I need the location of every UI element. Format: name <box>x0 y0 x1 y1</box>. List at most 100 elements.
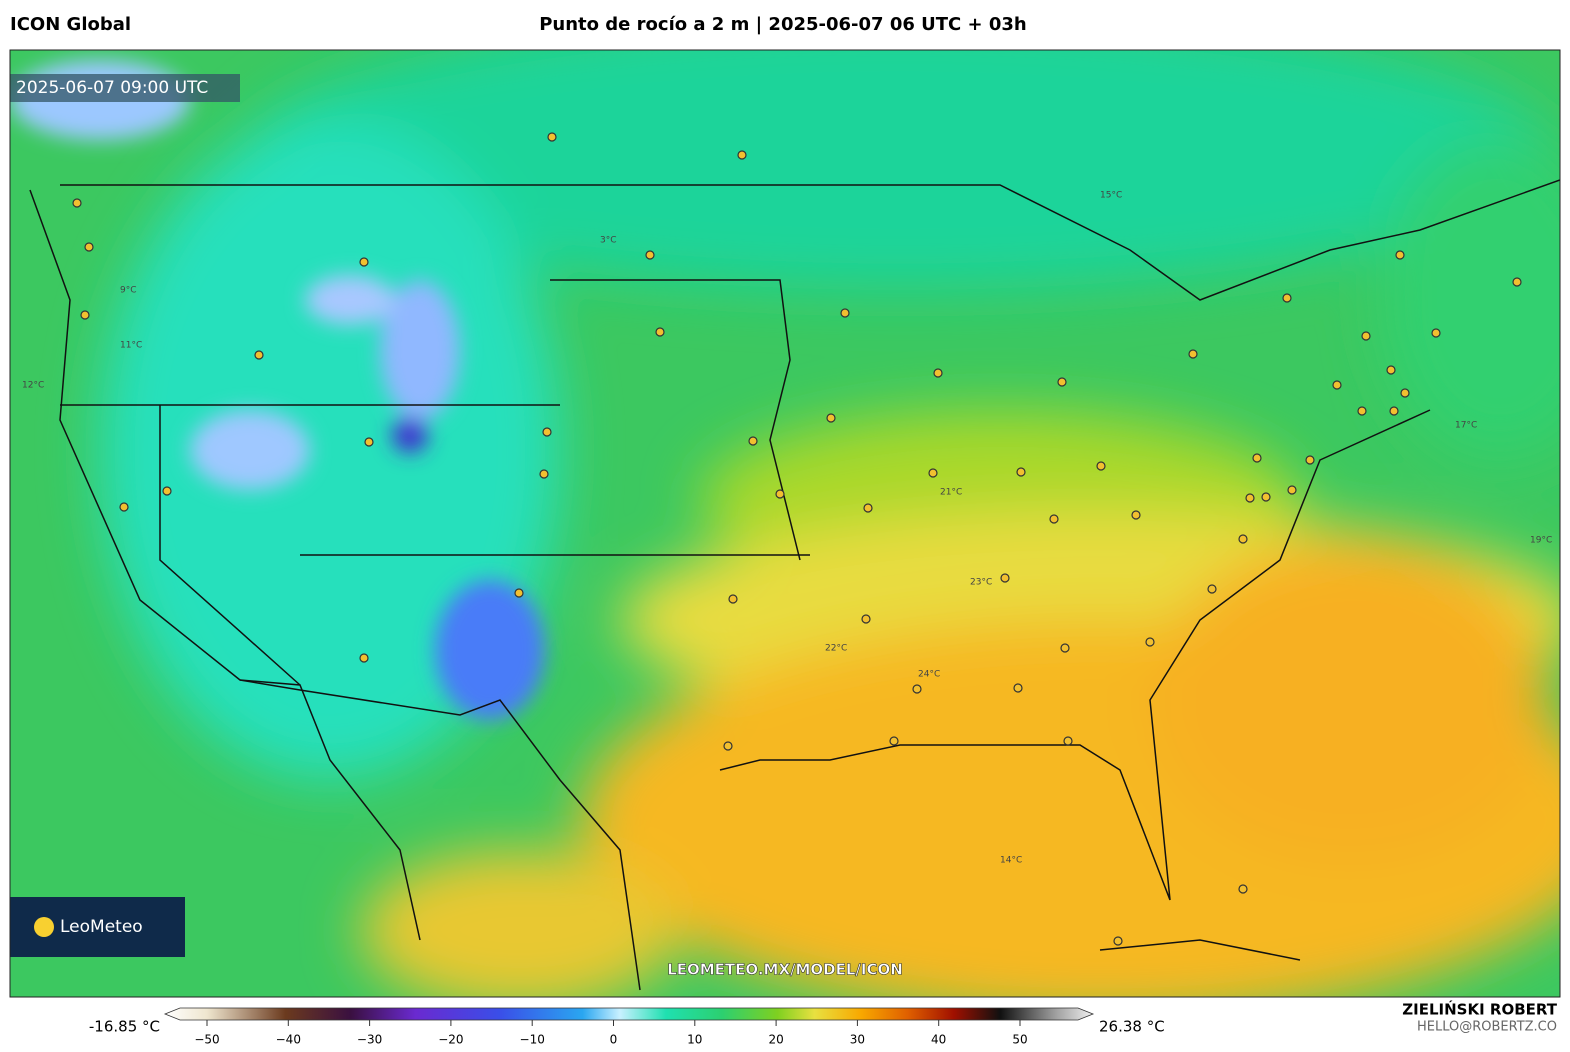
city-marker <box>1395 250 1405 260</box>
contour-label: 3°C <box>600 236 617 246</box>
contour-label: 14°C <box>1000 856 1022 866</box>
colorbar-tick-label: 10 <box>687 1033 702 1047</box>
city-marker <box>861 614 871 624</box>
city-marker <box>728 594 738 604</box>
model-name: ICON Global <box>10 14 131 35</box>
city-marker <box>80 310 90 320</box>
colorbar-tick-label: 40 <box>931 1033 946 1047</box>
field <box>100 50 1560 997</box>
city-marker <box>1261 492 1271 502</box>
contour-label: 23°C <box>970 578 992 588</box>
city-marker <box>1063 736 1073 746</box>
city-marker <box>1389 406 1399 416</box>
city-marker <box>1207 584 1217 594</box>
city-marker <box>1431 328 1441 338</box>
contour-label: 9°C <box>120 286 137 296</box>
city-marker <box>1245 493 1255 503</box>
colorbar-tick-label: 0 <box>610 1033 618 1047</box>
contour-label: 19°C <box>1530 536 1552 546</box>
city-marker <box>737 150 747 160</box>
colorbar <box>163 1007 1095 1021</box>
colorbar-tick-label: 20 <box>768 1033 783 1047</box>
time-box <box>10 74 240 102</box>
city-marker <box>539 469 549 479</box>
city-marker <box>1357 406 1367 416</box>
city-marker <box>1131 510 1141 520</box>
city-marker <box>1113 936 1123 946</box>
city-marker <box>1057 377 1067 387</box>
city-marker <box>72 198 82 208</box>
city-marker <box>1252 453 1262 463</box>
city-marker <box>840 308 850 318</box>
city-marker <box>84 242 94 252</box>
city-marker <box>1145 637 1155 647</box>
contour-label: 21°C <box>940 488 962 498</box>
colorbar-tick-label: −50 <box>194 1033 219 1047</box>
contour-label: 11°C <box>120 341 142 351</box>
city-marker <box>1060 643 1070 653</box>
city-marker <box>655 327 665 337</box>
contour-label: 15°C <box>1100 191 1122 201</box>
city-marker <box>1013 683 1023 693</box>
city-marker <box>547 132 557 142</box>
map-title: Punto de rocío a 2 m | 2025-06-07 06 UTC… <box>539 14 1027 35</box>
city-marker <box>542 427 552 437</box>
author-name: ZIELIŃSKI ROBERT <box>1402 1000 1557 1019</box>
city-marker <box>1238 534 1248 544</box>
city-marker <box>723 741 733 751</box>
city-marker <box>1305 455 1315 465</box>
map: 11°C 12°C 9°C 3°C 15°C 21°C 23°C 22°C 24°C 14°C 17… <box>10 50 1560 997</box>
logo-sun <box>34 917 54 937</box>
city-marker <box>748 436 758 446</box>
city-marker <box>1282 293 1292 303</box>
city-marker <box>1049 514 1059 524</box>
city-marker <box>1332 380 1342 390</box>
colorbar-tick-label: −20 <box>438 1033 463 1047</box>
map-frame <box>9 49 1561 998</box>
city-marker <box>1188 349 1198 359</box>
borders <box>29 179 1560 991</box>
colorbar-tick-label: 30 <box>850 1033 865 1047</box>
colorbar-tick-label: 50 <box>1012 1033 1027 1047</box>
city-marker <box>359 653 369 663</box>
city-marker <box>1016 467 1026 477</box>
valid-time: 2025-06-07 09:00 UTC <box>16 78 208 98</box>
city-marker <box>889 736 899 746</box>
city-marker <box>863 503 873 513</box>
min-label: -16.85 °C <box>89 1018 160 1036</box>
city-marker <box>928 468 938 478</box>
city-marker <box>359 257 369 267</box>
city-marker <box>1361 331 1371 341</box>
contour-label: 12°C <box>22 381 44 391</box>
logo-text: LeoMeteo <box>60 917 143 937</box>
colorbar-tick-label: −40 <box>276 1033 301 1047</box>
city-marker <box>1386 365 1396 375</box>
contour-labels: 11°C 12°C 9°C 3°C 15°C 21°C 23°C 22°C 24°C 14°C 17… <box>22 191 1552 866</box>
contour-label: 17°C <box>1455 421 1477 431</box>
city-marker <box>1400 388 1410 398</box>
cities <box>72 132 1522 946</box>
city-marker <box>912 684 922 694</box>
author-email: HELLO@ROBERTZ.CO <box>1417 1020 1557 1035</box>
city-marker <box>1287 485 1297 495</box>
colorbar-tick-label: −10 <box>520 1033 545 1047</box>
city-marker <box>1512 277 1522 287</box>
city-marker <box>1238 884 1248 894</box>
city-marker <box>933 368 943 378</box>
colorbar-tick-label: −30 <box>357 1033 382 1047</box>
watermark: LEOMETEO.MX/MODEL/ICON <box>667 961 903 979</box>
city-marker <box>364 437 374 447</box>
city-marker <box>162 486 172 496</box>
city-marker <box>1000 573 1010 583</box>
city-marker <box>119 502 129 512</box>
city-marker <box>1096 461 1106 471</box>
city-marker <box>826 413 836 423</box>
contour-label: 22°C <box>825 644 847 654</box>
city-marker <box>514 588 524 598</box>
city-marker <box>254 350 264 360</box>
city-marker <box>775 489 785 499</box>
city-marker <box>645 250 655 260</box>
contour-label: 24°C <box>918 670 940 680</box>
max-label: 26.38 °C <box>1099 1018 1165 1036</box>
